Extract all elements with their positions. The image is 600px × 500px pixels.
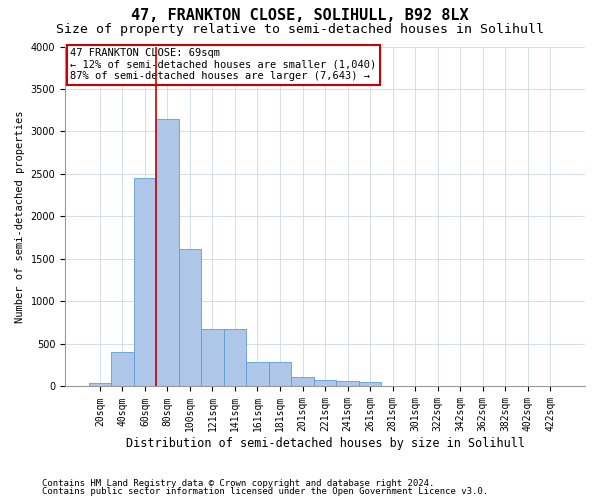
- Text: Contains HM Land Registry data © Crown copyright and database right 2024.: Contains HM Land Registry data © Crown c…: [42, 478, 434, 488]
- Bar: [269, 362, 291, 386]
- Bar: [336, 382, 359, 386]
- Bar: [201, 328, 224, 386]
- Bar: [111, 352, 134, 386]
- Text: 47, FRANKTON CLOSE, SOLIHULL, B92 8LX: 47, FRANKTON CLOSE, SOLIHULL, B92 8LX: [131, 8, 469, 22]
- Bar: [291, 376, 314, 386]
- Bar: [134, 178, 156, 386]
- Text: Size of property relative to semi-detached houses in Solihull: Size of property relative to semi-detach…: [56, 22, 544, 36]
- X-axis label: Distribution of semi-detached houses by size in Solihull: Distribution of semi-detached houses by …: [125, 437, 524, 450]
- Bar: [314, 380, 336, 386]
- Y-axis label: Number of semi-detached properties: Number of semi-detached properties: [15, 110, 25, 322]
- Bar: [156, 118, 179, 386]
- Bar: [179, 249, 201, 386]
- Bar: [359, 382, 381, 386]
- Bar: [224, 328, 246, 386]
- Text: Contains public sector information licensed under the Open Government Licence v3: Contains public sector information licen…: [42, 487, 488, 496]
- Text: 47 FRANKTON CLOSE: 69sqm
← 12% of semi-detached houses are smaller (1,040)
87% o: 47 FRANKTON CLOSE: 69sqm ← 12% of semi-d…: [70, 48, 376, 82]
- Bar: [89, 384, 111, 386]
- Bar: [246, 362, 269, 386]
